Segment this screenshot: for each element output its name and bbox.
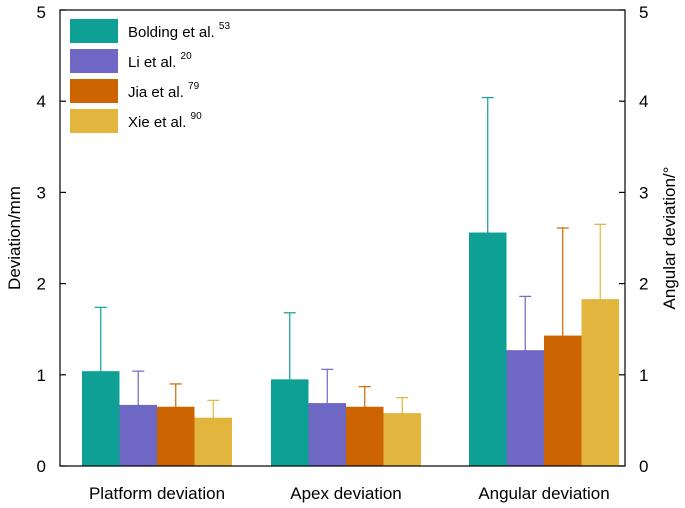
y-tick-label-right-3: 3 xyxy=(639,183,648,202)
y-tick-label-right-2: 2 xyxy=(639,275,648,294)
y-tick-label-left-0: 0 xyxy=(37,457,46,476)
y2-axis-title: Angular deviation/° xyxy=(660,167,679,310)
y-tick-label-right-4: 4 xyxy=(639,92,648,111)
legend-label-jia-et-al: Jia et al. 79 xyxy=(128,81,200,101)
x-tick-label-angular-deviation: Angular deviation xyxy=(478,484,609,503)
legend-swatch-bolding-et-al xyxy=(70,19,118,43)
plot-frame xyxy=(59,9,626,467)
y-tick-label-left-4: 4 xyxy=(37,92,46,111)
legend-label-li-et-al: Li et al. 20 xyxy=(128,51,192,71)
legend-swatch-jia-et-al xyxy=(70,79,118,103)
legend-swatch-xie-et-al xyxy=(70,109,118,133)
y-tick-label-left-5: 5 xyxy=(37,3,46,22)
y-tick-label-left-1: 1 xyxy=(37,366,46,385)
legend-swatch-li-et-al xyxy=(70,49,118,73)
legend-ref-jia-et-al: 79 xyxy=(188,81,200,92)
y-tick-label-left-2: 2 xyxy=(37,275,46,294)
legend-label-xie-et-al: Xie et al. 90 xyxy=(128,111,202,131)
legend-ref-bolding-et-al: 53 xyxy=(219,21,231,32)
x-tick-label-platform-deviation: Platform deviation xyxy=(89,484,225,503)
legend-ref-xie-et-al: 90 xyxy=(191,111,203,122)
x-tick-label-apex-deviation: Apex deviation xyxy=(290,484,402,503)
legend: Bolding et al. 53 Li et al. 20 Jia et al. … xyxy=(70,19,230,133)
axes-layer: 0 0 1 1 2 2 3 3 4 4 5 5 Platform deviation Apex devia… xyxy=(5,3,679,503)
y-tick-label-right-1: 1 xyxy=(639,366,648,385)
bars-layer xyxy=(82,96,619,466)
y-tick-label-left-3: 3 xyxy=(37,183,46,202)
y-tick-label-right-0: 0 xyxy=(639,457,648,476)
legend-label-bolding-et-al: Bolding et al. 53 xyxy=(128,21,230,41)
legend-ref-li-et-al: 20 xyxy=(181,51,193,62)
y-axis-title: Deviation/mm xyxy=(5,186,24,290)
y-tick-label-right-5: 5 xyxy=(639,3,648,22)
